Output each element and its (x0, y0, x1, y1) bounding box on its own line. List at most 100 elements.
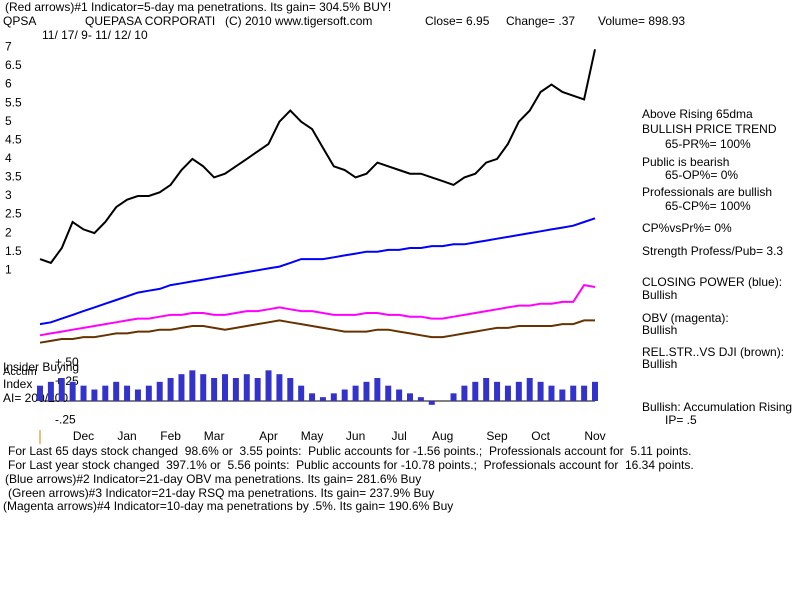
close: Close= 6.95 (425, 14, 490, 28)
bar (461, 385, 468, 401)
y-tick-label: 4.5 (5, 132, 22, 146)
bar (102, 385, 109, 401)
status-text: Strength Profess/Pub= 3.3 (642, 244, 783, 258)
series-line (39, 284, 596, 337)
bar (515, 381, 522, 401)
bar (472, 381, 479, 401)
x-tick-label: Dec (73, 429, 94, 443)
y-tick-label: -.25 (55, 412, 76, 426)
bar (298, 385, 305, 401)
status-text: 65-PR%= 100% (665, 137, 751, 151)
series-line (39, 217, 596, 326)
bar (450, 393, 457, 401)
y-tick-label: 7 (5, 40, 12, 54)
y-tick-label: 2 (5, 225, 12, 239)
bar (537, 381, 544, 401)
footer-text: (Magenta arrows)#4 Indicator=10-day ma p… (3, 499, 453, 513)
y-tick-label: 6 (5, 77, 12, 91)
footer-text: For Last 65 days stock changed 98.6% or … (8, 444, 692, 458)
bar (341, 389, 348, 401)
bar (254, 378, 261, 401)
indicator-line: (Red arrows)#1 Indicator=5-day ma penetr… (5, 0, 391, 14)
bar (428, 401, 435, 405)
bar (156, 381, 163, 401)
y-tick-label: +.50 (55, 355, 79, 369)
accum-label: Insider Buying (3, 360, 79, 374)
status-text: Above Rising 65dma (642, 107, 753, 121)
y-tick-label: 1.5 (5, 244, 22, 258)
bar (396, 389, 403, 401)
y-tick-label: 3 (5, 188, 12, 202)
accum-label: Accum (3, 366, 37, 378)
bar (211, 378, 218, 401)
bar (189, 370, 196, 401)
bar (309, 393, 316, 401)
bar (37, 385, 43, 401)
status-text: Bullish (642, 288, 677, 302)
bar (504, 385, 511, 401)
date-range: 11/ 17/ 9- 11/ 12/ 10 (42, 28, 148, 42)
company: QUEPASA CORPORATI (85, 14, 215, 28)
bar (91, 389, 98, 401)
bar (222, 374, 228, 401)
bar (374, 378, 381, 401)
bar (581, 385, 588, 401)
x-tick-label: Aug (432, 429, 453, 443)
status-text: OBV (magenta): (642, 311, 729, 325)
bar (483, 378, 490, 401)
bar (276, 374, 283, 401)
y-tick-label: 2.5 (5, 207, 22, 221)
bar (58, 378, 65, 401)
footer-text: (Green arrows)#3 Indicator=21-day RSQ ma… (8, 486, 434, 500)
status-text: Professionals are bullish (642, 185, 772, 199)
y-tick-label: 6.5 (5, 58, 22, 72)
status-text: IP= .5 (665, 413, 697, 427)
bar (167, 378, 174, 401)
y-tick-label: 4 (5, 151, 12, 165)
bar (80, 385, 87, 401)
status-text: Bullish (642, 357, 677, 371)
bar (592, 381, 598, 401)
status-text: 65-CP%= 100% (665, 199, 751, 213)
bar (494, 381, 501, 401)
y-tick-label: 3.5 (5, 170, 22, 184)
x-tick-label: Jul (391, 429, 406, 443)
bar (47, 381, 54, 401)
x-tick-label: Nov (584, 429, 605, 443)
status-text: Public is bearish (642, 155, 729, 169)
bar (134, 389, 141, 401)
status-text: Bullish (642, 323, 677, 337)
volume: Volume= 898.93 (598, 14, 685, 28)
bar (352, 385, 359, 401)
footer-text: (Blue arrows)#2 Indicator=21-day OBV ma … (5, 472, 421, 486)
bar (145, 385, 152, 401)
change: Change= .37 (506, 14, 575, 28)
bar (69, 381, 76, 401)
status-text: 65-OP%= 0% (665, 168, 738, 182)
bar (570, 385, 577, 401)
x-tick-label: Oct (531, 429, 550, 443)
x-tick-label: Feb (160, 429, 181, 443)
y-tick-label: 5.5 (5, 95, 22, 109)
x-tick-label: Sep (486, 429, 508, 443)
bar (287, 378, 294, 401)
x-tick-label: Mar (204, 429, 225, 443)
bar (113, 381, 120, 401)
bar (243, 374, 250, 401)
y-tick-label: 5 (5, 114, 12, 128)
bar (407, 393, 413, 401)
bar (526, 378, 533, 401)
bar (232, 378, 239, 401)
bar (265, 370, 272, 401)
status-text: Bullish: Accumulation Rising (642, 400, 792, 414)
bar (548, 385, 555, 401)
bar (200, 374, 207, 401)
footer-text: For Last year stock changed 397.1% or 5.… (8, 458, 694, 472)
accum-label: Index (3, 377, 32, 391)
bar (385, 385, 392, 401)
bar (124, 385, 131, 401)
copyright: (C) 2010 www.tigersoft.com (225, 14, 372, 28)
